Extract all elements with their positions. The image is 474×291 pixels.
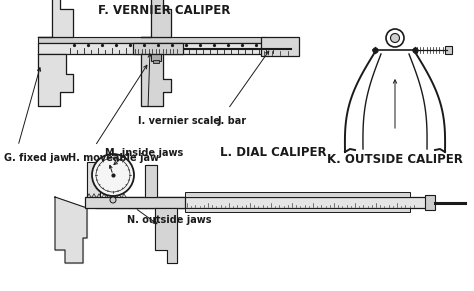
- Bar: [185, 208, 410, 212]
- Polygon shape: [55, 197, 87, 263]
- Text: F. VERNIER CALIPER: F. VERNIER CALIPER: [98, 4, 230, 17]
- Polygon shape: [87, 162, 100, 197]
- Bar: [185, 192, 410, 197]
- Circle shape: [92, 154, 134, 196]
- Bar: [85, 197, 185, 208]
- Bar: [153, 60, 159, 63]
- Bar: [38, 37, 266, 43]
- Text: H. moveable jaw: H. moveable jaw: [68, 153, 159, 163]
- Bar: [95, 197, 430, 208]
- Circle shape: [110, 197, 116, 203]
- Bar: [261, 37, 299, 56]
- Polygon shape: [155, 208, 177, 263]
- Polygon shape: [145, 165, 157, 197]
- Polygon shape: [141, 54, 171, 106]
- Polygon shape: [38, 0, 73, 37]
- Polygon shape: [141, 0, 171, 37]
- Bar: [151, 54, 161, 61]
- Circle shape: [391, 33, 400, 42]
- Bar: [38, 43, 286, 54]
- Text: M. inside jaws: M. inside jaws: [105, 148, 183, 158]
- Polygon shape: [38, 54, 73, 106]
- Text: I. vernier scale: I. vernier scale: [138, 116, 220, 126]
- Text: J. bar: J. bar: [218, 116, 247, 126]
- Text: L. DIAL CALIPER: L. DIAL CALIPER: [220, 146, 327, 159]
- Text: N. outside jaws: N. outside jaws: [127, 215, 211, 225]
- Bar: [133, 43, 183, 54]
- Text: K. OUTSIDE CALIPER: K. OUTSIDE CALIPER: [327, 153, 463, 166]
- Text: G. fixed jaw: G. fixed jaw: [4, 153, 69, 163]
- Bar: [445, 46, 452, 54]
- Bar: [425, 195, 435, 210]
